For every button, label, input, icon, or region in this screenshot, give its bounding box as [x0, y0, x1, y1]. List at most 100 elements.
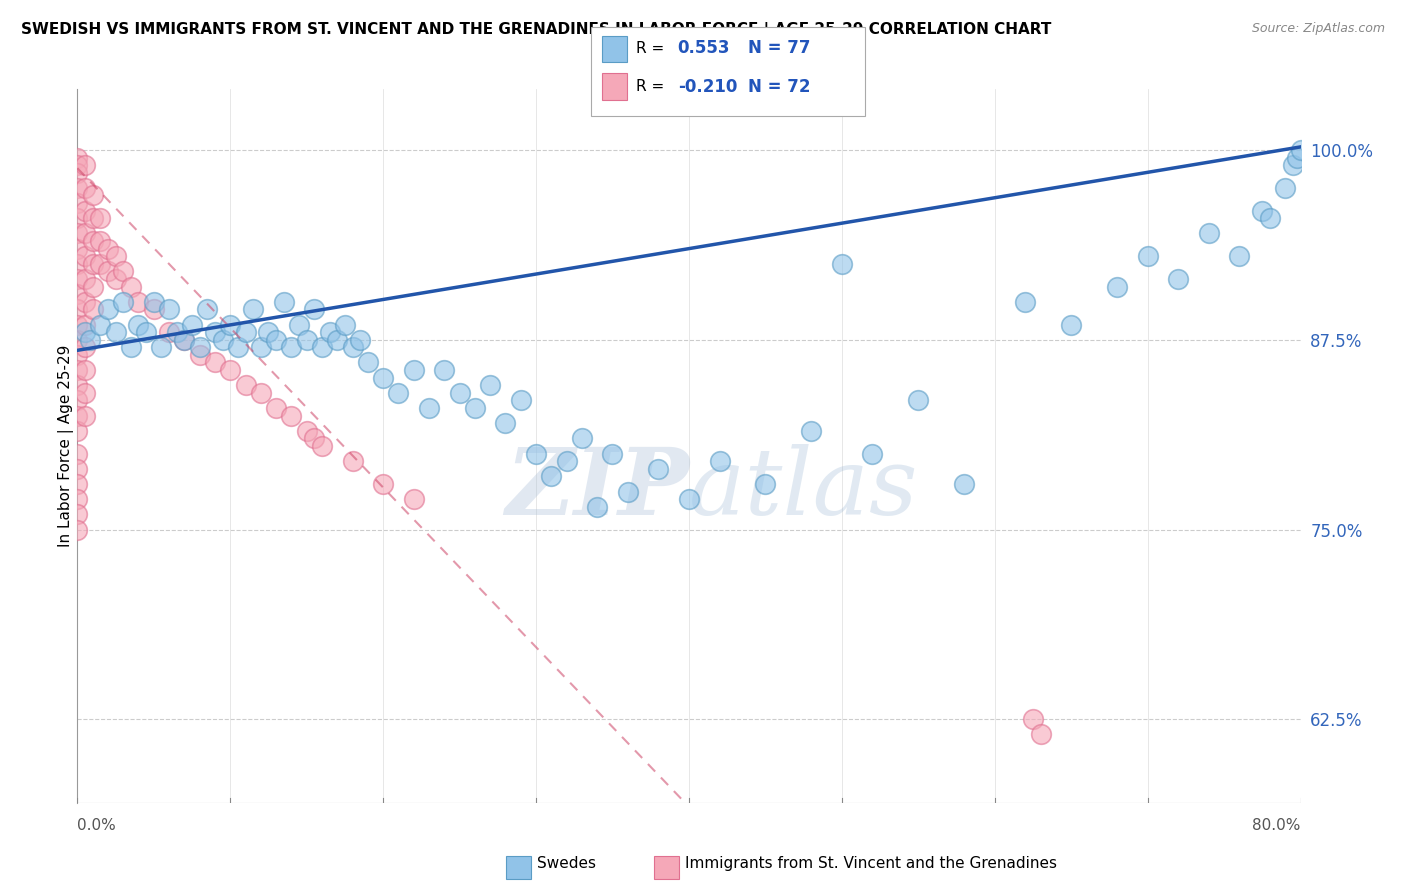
Point — [862, 447, 884, 461]
Point — [280, 340, 302, 354]
Point — [66, 158, 89, 172]
Point — [79, 333, 101, 347]
Point — [387, 385, 409, 400]
Point — [66, 333, 89, 347]
Point — [242, 302, 264, 317]
Point — [112, 294, 135, 309]
Text: ZIP: ZIP — [505, 444, 689, 533]
Point — [73, 363, 96, 377]
Point — [349, 333, 371, 347]
Point — [571, 431, 593, 445]
Point — [1251, 203, 1274, 218]
Point — [66, 447, 89, 461]
Point — [311, 439, 333, 453]
Point — [288, 318, 311, 332]
Point — [66, 302, 89, 317]
Point — [342, 454, 364, 468]
Point — [1229, 249, 1251, 263]
Point — [678, 492, 700, 507]
Point — [66, 508, 89, 522]
Point — [173, 333, 195, 347]
Point — [73, 318, 96, 332]
Point — [66, 227, 89, 241]
Text: SWEDISH VS IMMIGRANTS FROM ST. VINCENT AND THE GRENADINES IN LABOR FORCE | AGE 2: SWEDISH VS IMMIGRANTS FROM ST. VINCENT A… — [21, 22, 1052, 38]
Point — [219, 318, 242, 332]
Point — [709, 454, 731, 468]
Point — [82, 188, 104, 202]
Point — [66, 477, 89, 491]
Point — [304, 302, 326, 317]
Point — [264, 333, 287, 347]
Text: R =: R = — [636, 41, 669, 55]
Point — [66, 363, 89, 377]
Point — [112, 264, 135, 278]
Point — [754, 477, 776, 491]
Point — [142, 294, 165, 309]
Point — [295, 333, 318, 347]
Text: N = 77: N = 77 — [748, 39, 810, 57]
Point — [357, 355, 380, 369]
Point — [66, 242, 89, 256]
Point — [66, 196, 89, 211]
Point — [204, 325, 226, 339]
Point — [120, 279, 142, 293]
Point — [97, 242, 120, 256]
Point — [188, 348, 211, 362]
Point — [219, 363, 242, 377]
Point — [402, 492, 425, 507]
Point — [104, 325, 127, 339]
Point — [89, 257, 111, 271]
Point — [1022, 712, 1045, 726]
Point — [602, 447, 624, 461]
Point — [73, 385, 96, 400]
Point — [295, 424, 318, 438]
Point — [89, 234, 111, 248]
Y-axis label: In Labor Force | Age 25-29: In Labor Force | Age 25-29 — [58, 345, 75, 547]
Point — [120, 340, 142, 354]
Point — [166, 325, 188, 339]
Point — [449, 385, 471, 400]
Point — [226, 340, 249, 354]
Point — [66, 523, 89, 537]
Point — [907, 393, 929, 408]
Point — [342, 340, 364, 354]
Text: Source: ZipAtlas.com: Source: ZipAtlas.com — [1251, 22, 1385, 36]
Point — [586, 500, 609, 514]
Point — [73, 294, 96, 309]
Point — [73, 272, 96, 286]
Point — [326, 333, 349, 347]
Point — [66, 181, 89, 195]
Point — [89, 318, 111, 332]
Point — [97, 302, 120, 317]
Point — [82, 211, 104, 226]
Point — [250, 340, 273, 354]
Point — [195, 302, 218, 317]
Point — [82, 302, 104, 317]
Text: 0.553: 0.553 — [678, 39, 730, 57]
Point — [1167, 272, 1189, 286]
Point — [142, 302, 165, 317]
Point — [66, 318, 89, 332]
Point — [1029, 727, 1052, 741]
Point — [235, 325, 257, 339]
Point — [66, 287, 89, 301]
Point — [173, 333, 195, 347]
Point — [273, 294, 295, 309]
Point — [73, 340, 96, 354]
Point — [250, 385, 273, 400]
Point — [647, 462, 669, 476]
Text: 80.0%: 80.0% — [1253, 818, 1301, 832]
Point — [73, 203, 96, 218]
Point — [66, 166, 89, 180]
Point — [135, 325, 157, 339]
Point — [66, 211, 89, 226]
Point — [66, 393, 89, 408]
Point — [235, 378, 257, 392]
Point — [280, 409, 302, 423]
Text: 0.0%: 0.0% — [77, 818, 117, 832]
Point — [157, 325, 180, 339]
Point — [104, 249, 127, 263]
Point — [128, 318, 150, 332]
Point — [1107, 279, 1129, 293]
Point — [617, 484, 640, 499]
